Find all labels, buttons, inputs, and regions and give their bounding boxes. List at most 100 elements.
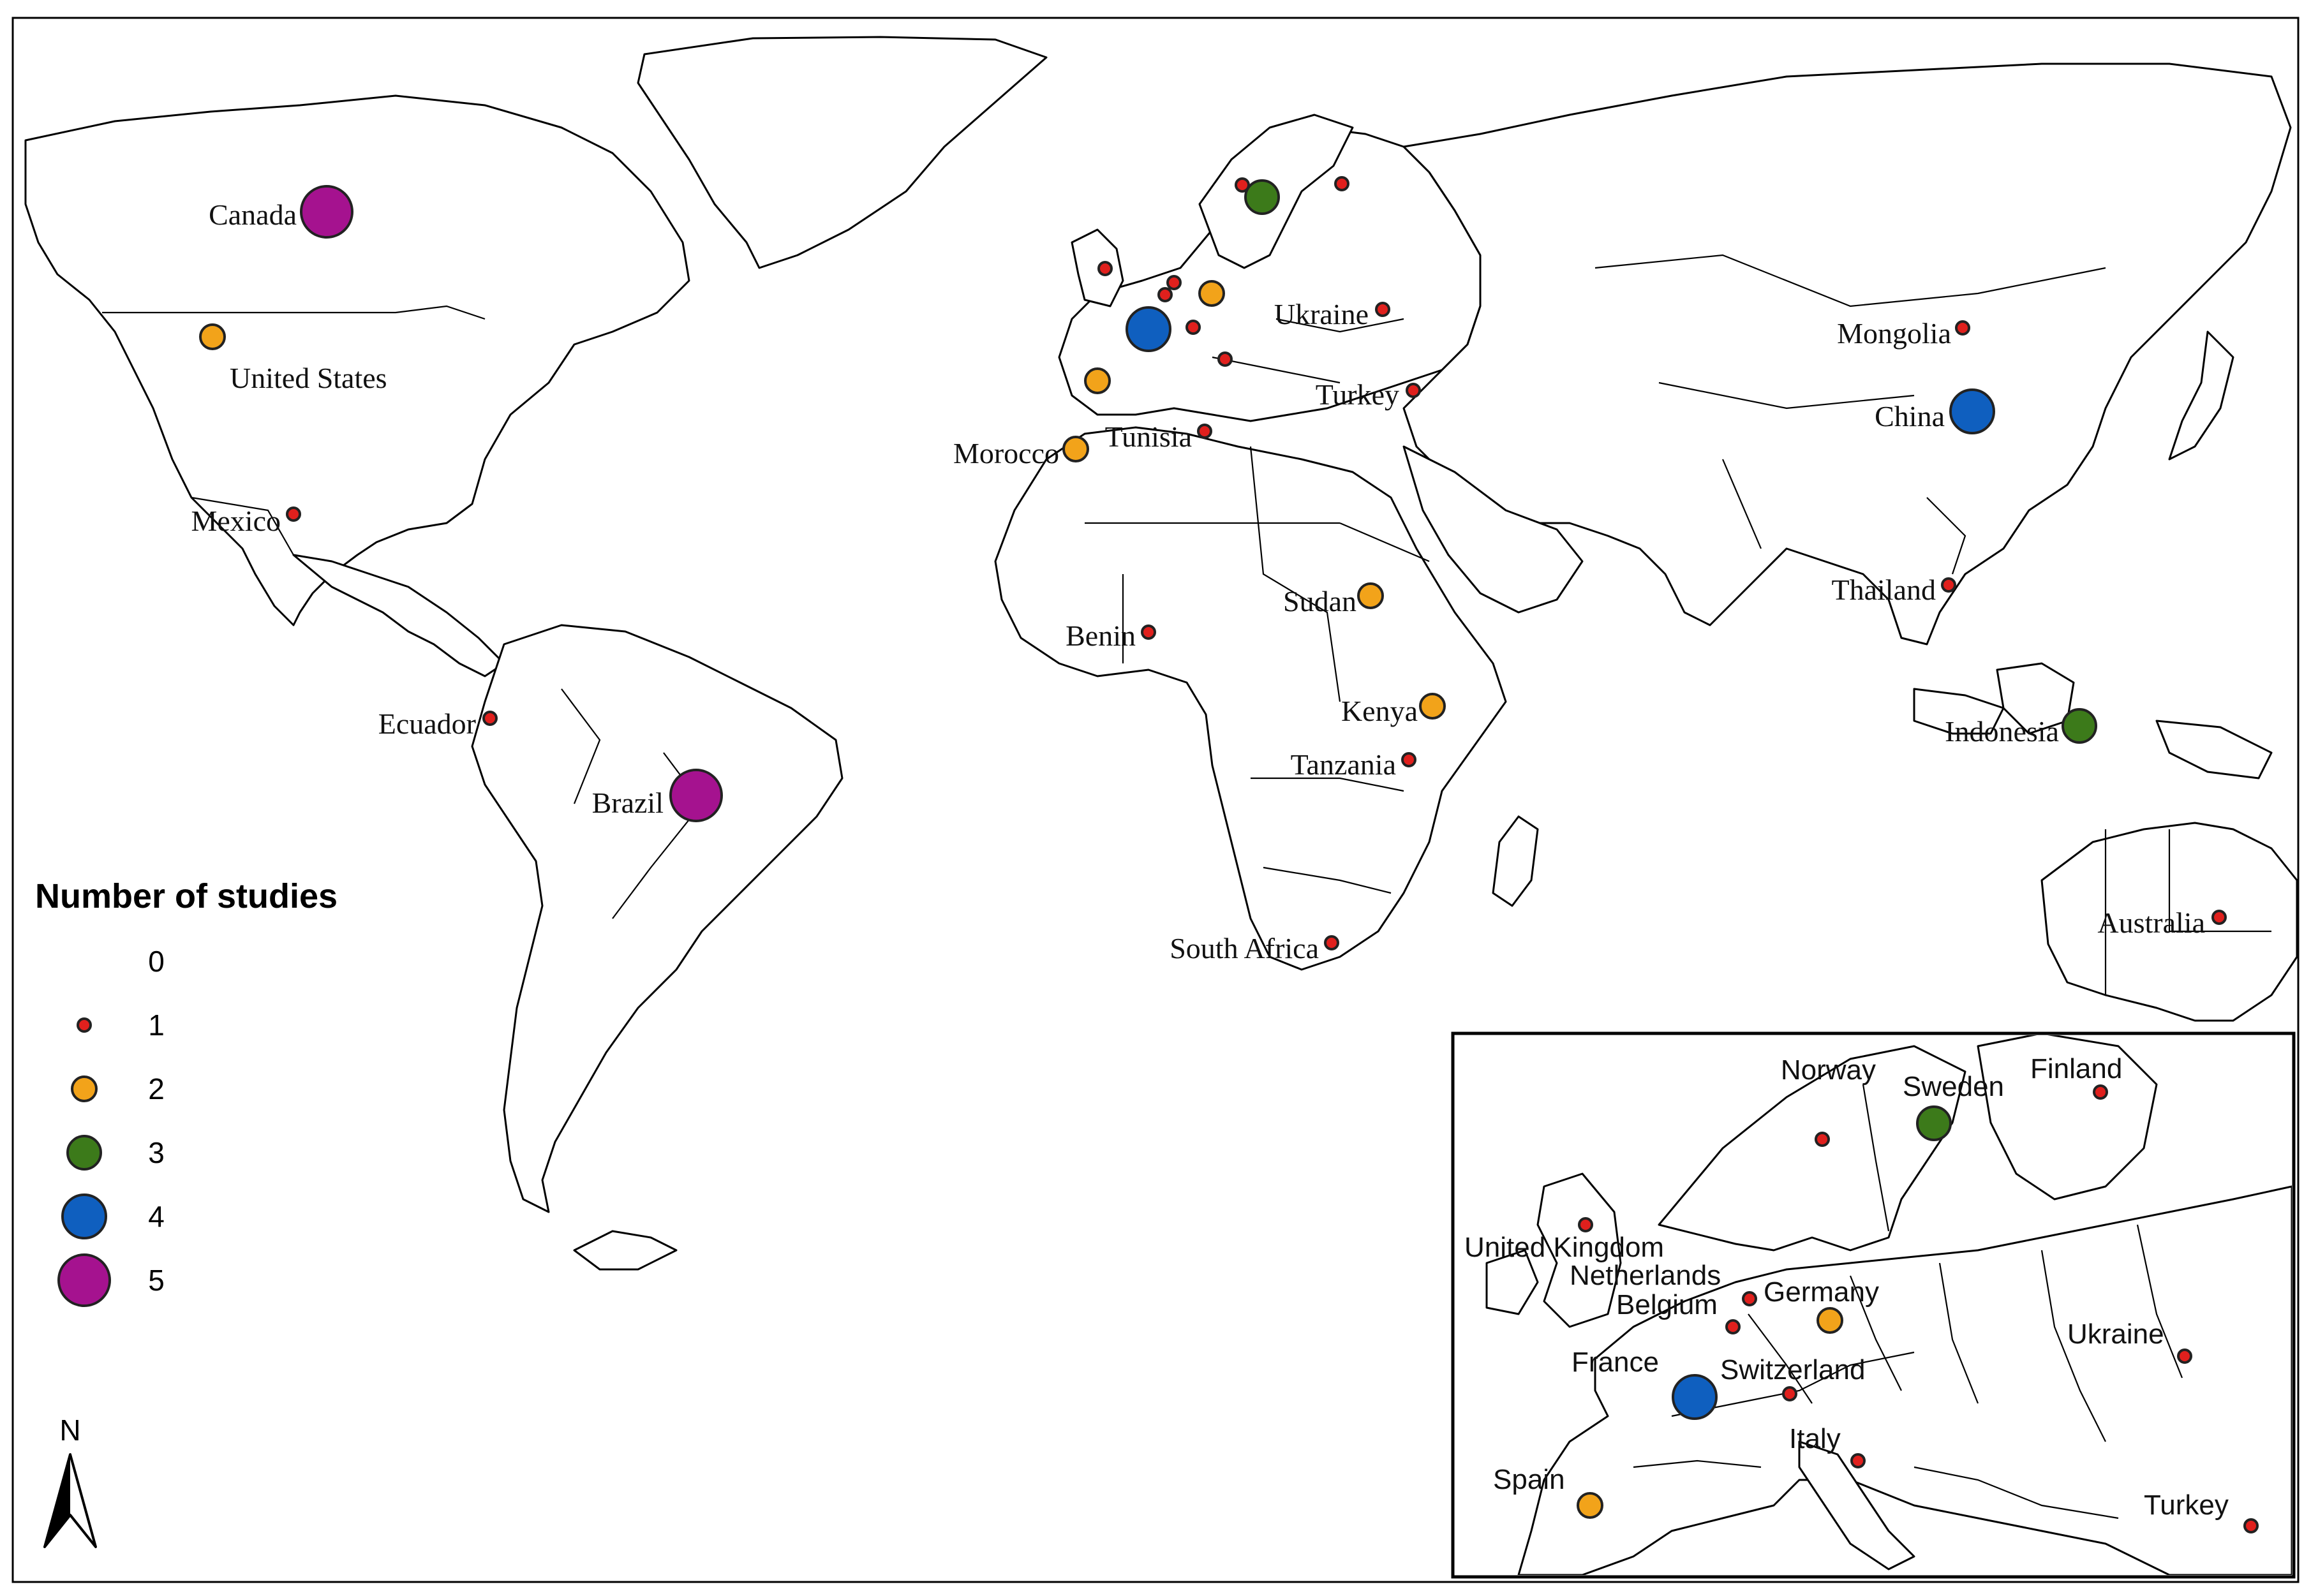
marker-unlabeled-4[interactable] [1166, 275, 1182, 290]
antarctic-peninsula-shape [573, 1230, 678, 1271]
inset-markers: Norway Sweden Finland United KingdomNetherl… [1464, 1053, 2259, 1533]
marker-tunisia[interactable] [1197, 424, 1212, 439]
marker-unlabeled-7[interactable] [1217, 351, 1233, 367]
inset-label-germany: Germany [1764, 1276, 1879, 1308]
inset-ireland-shape [1485, 1249, 1539, 1315]
marker-unlabeled-5[interactable] [1157, 287, 1173, 302]
inset-landmasses [1485, 1035, 2292, 1575]
inset-mainland-shape [1517, 1185, 2292, 1575]
label-united-states: United States [230, 362, 387, 394]
inset-scandinavia-shape [1658, 1045, 1966, 1252]
marker-indonesia[interactable] [2062, 708, 2097, 744]
legend: Number of studies 0 1 2 3 4 5 [35, 877, 338, 1307]
legend-swatch-1 [77, 1017, 92, 1033]
legend-swatch-5 [57, 1253, 111, 1307]
north-arrow-label: N [59, 1414, 80, 1447]
central-america-shape [292, 554, 505, 677]
inset-label-france: France [1572, 1347, 1659, 1378]
inset-marker-united-kingdom[interactable] [1578, 1217, 1593, 1232]
label-sudan: Sudan [1283, 585, 1356, 617]
europe-inset [1451, 1031, 2296, 1579]
marker-unlabeled-10[interactable] [1244, 179, 1280, 215]
north-arrow: N [43, 1414, 97, 1548]
inset-marker-italy[interactable] [1850, 1453, 1866, 1468]
world-markers: Canada United States Mexico Ecuador Brazil Mo… [191, 176, 2227, 964]
marker-mongolia[interactable] [1955, 320, 1970, 336]
inset-label-switzerland: Switzerland [1720, 1354, 1865, 1385]
legend-swatch-2 [71, 1075, 98, 1102]
marker-sudan[interactable] [1357, 582, 1384, 609]
legend-items: 0 1 2 3 4 5 [57, 945, 165, 1307]
marker-mexico[interactable] [286, 506, 301, 522]
marker-china[interactable] [1949, 388, 1995, 434]
marker-ukraine[interactable] [1375, 302, 1390, 317]
south-america-shape [471, 624, 843, 1213]
inset-label-belgium: Belgium [1616, 1289, 1718, 1320]
label-tanzania: Tanzania [1291, 748, 1396, 781]
marker-unlabeled-1[interactable] [1097, 261, 1113, 276]
africa-shape [994, 426, 1507, 971]
marker-unlabeled-2[interactable] [1235, 177, 1250, 193]
inset-marker-turkey[interactable] [2243, 1518, 2259, 1533]
inset-italy-shape [1798, 1440, 1915, 1570]
inset-marker-sweden[interactable] [1916, 1105, 1952, 1141]
inset-label-finland: Finland [2030, 1053, 2122, 1084]
legend-title: Number of studies [35, 877, 338, 915]
marker-canada[interactable] [300, 185, 353, 239]
label-thailand: Thailand [1832, 573, 1936, 606]
japan-shape [2168, 330, 2234, 461]
marker-unlabeled-3[interactable] [1334, 176, 1349, 191]
inset-marker-germany[interactable] [1817, 1307, 1843, 1334]
asia-shape [1402, 63, 2292, 646]
inset-marker-finland[interactable] [2093, 1084, 2108, 1100]
marker-tanzania[interactable] [1401, 752, 1416, 767]
marker-turkey[interactable] [1406, 383, 1421, 398]
marker-morocco[interactable] [1062, 436, 1089, 462]
inset-marker-ukraine[interactable] [2177, 1348, 2192, 1364]
label-tunisia: Tunisia [1105, 420, 1192, 453]
inset-label-italy: Italy [1789, 1423, 1841, 1454]
united-kingdom-shape [1071, 228, 1124, 307]
marker-south-africa[interactable] [1324, 935, 1339, 950]
inset-marker-norway[interactable] [1815, 1132, 1830, 1147]
legend-label-2: 2 [148, 1072, 165, 1105]
inset-marker-spain[interactable] [1577, 1492, 1603, 1519]
inset-marker-france[interactable] [1672, 1374, 1718, 1420]
world-landmasses [24, 36, 2298, 1271]
map-frame [11, 17, 2300, 1583]
marker-kenya[interactable] [1419, 693, 1446, 720]
inset-finland-shape [1977, 1035, 2158, 1201]
marker-brazil[interactable] [669, 769, 723, 822]
marker-united-states[interactable] [199, 323, 226, 350]
marker-australia[interactable] [2211, 910, 2227, 925]
label-turkey: Turkey [1316, 378, 1399, 411]
marker-unlabeled-11[interactable] [1126, 306, 1171, 352]
marker-benin[interactable] [1141, 624, 1156, 640]
inset-label-ukraine: Ukraine [2067, 1319, 2164, 1350]
label-benin: Benin [1066, 619, 1136, 652]
inset-marker-netherlands[interactable] [1742, 1291, 1757, 1306]
label-indonesia: Indonesia [1945, 715, 2059, 748]
legend-label-0: 0 [148, 945, 165, 978]
inset-label-turkey: Turkey [2144, 1489, 2229, 1521]
label-kenya: Kenya [1341, 695, 1418, 727]
label-morocco: Morocco [953, 437, 1059, 469]
marker-ecuador[interactable] [482, 711, 498, 726]
marker-thailand[interactable] [1941, 577, 1956, 593]
inset-marker-switzerland[interactable] [1782, 1386, 1797, 1401]
legend-swatch-3 [66, 1135, 102, 1171]
marker-unlabeled-6[interactable] [1185, 320, 1201, 335]
marker-unlabeled-9[interactable] [1084, 367, 1111, 394]
new-guinea-shape [2155, 720, 2273, 780]
madagascar-shape [1492, 815, 1539, 907]
inset-label-united-kingdom: United Kingdom [1464, 1232, 1664, 1263]
inset-marker-belgium[interactable] [1725, 1319, 1741, 1334]
label-mongolia: Mongolia [1837, 317, 1951, 350]
marker-unlabeled-8[interactable] [1198, 280, 1225, 307]
label-canada: Canada [209, 198, 297, 231]
label-ukraine: Ukraine [1274, 298, 1369, 330]
legend-label-1: 1 [148, 1009, 165, 1042]
legend-swatch-4 [61, 1193, 107, 1239]
